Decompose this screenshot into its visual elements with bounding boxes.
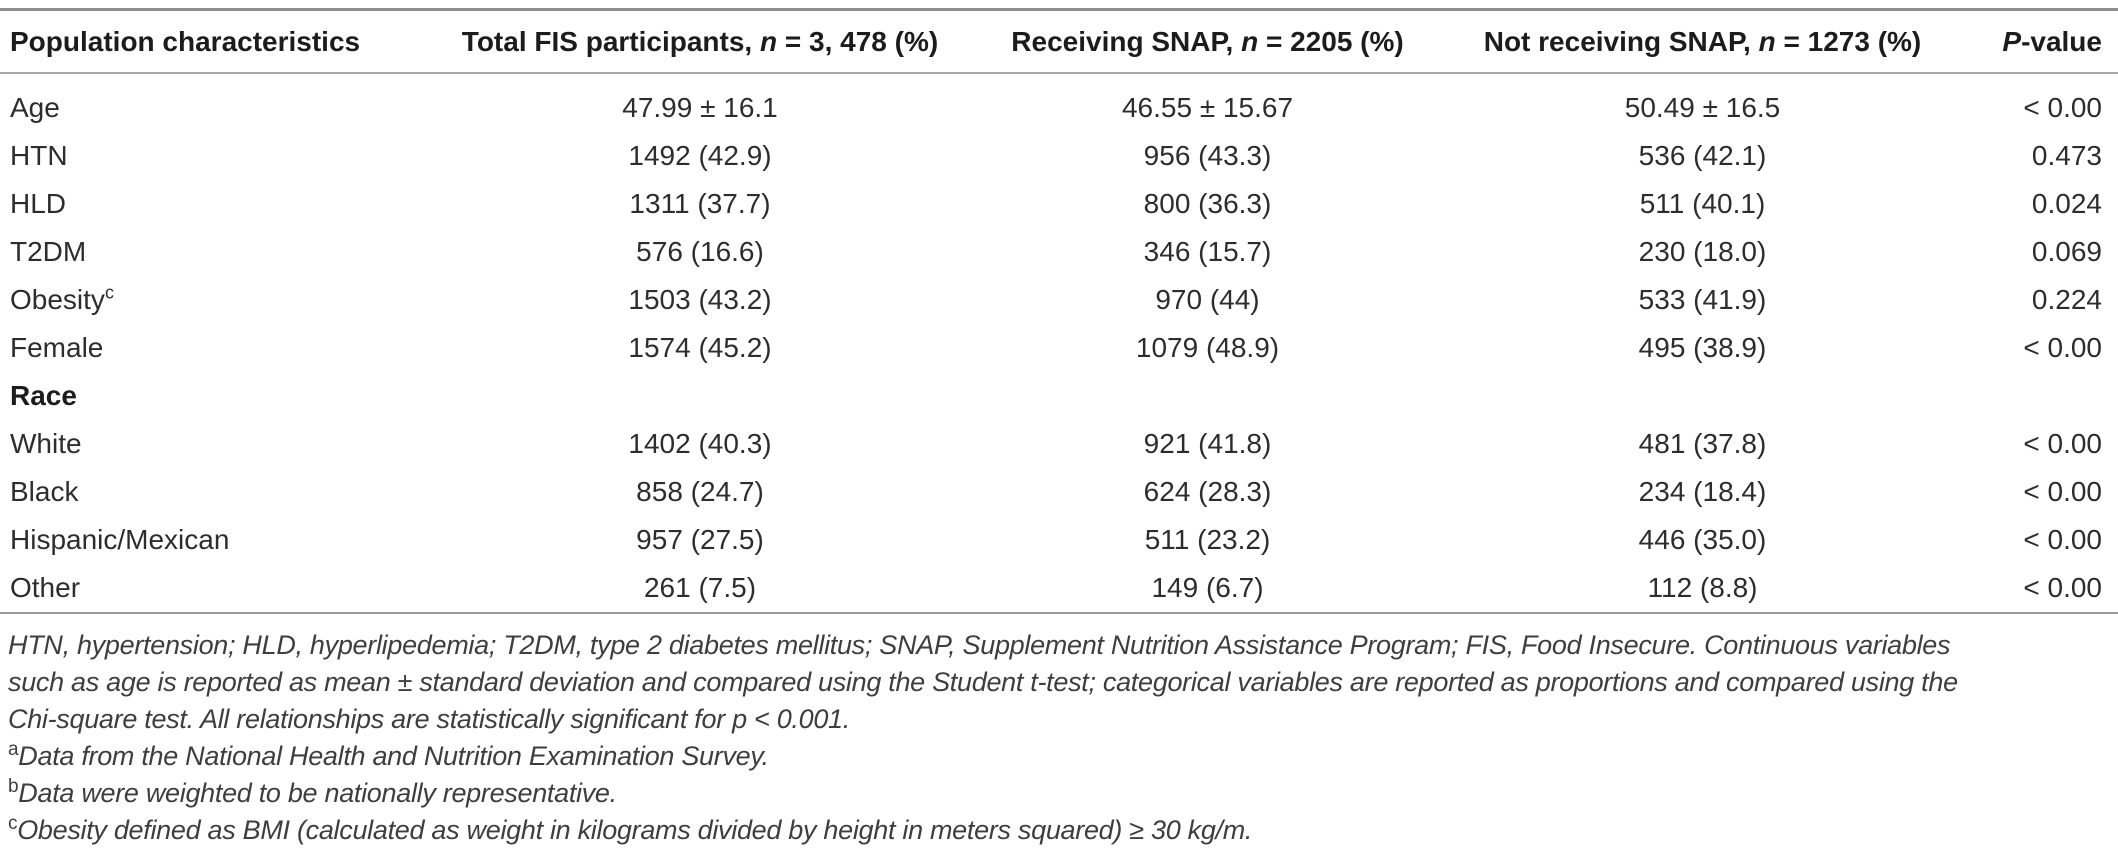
- cell-not-receiving-snap: 234 (18.4): [1638, 476, 1767, 507]
- table-row: Obesityc 1503 (43.2) 970 (44) 533 (41.9)…: [0, 276, 2118, 324]
- cell-not-receiving-snap: 511 (40.1): [1639, 188, 1766, 219]
- cell-receiving-snap: [960, 372, 1455, 420]
- cell-p-value: < 0.00: [2023, 428, 2102, 459]
- population-characteristics-table: Population characteristics Total FIS par…: [0, 11, 2118, 612]
- col-header-population: Population characteristics: [0, 11, 440, 73]
- cell-not-receiving-snap: 533 (41.9): [1638, 284, 1767, 315]
- cell-p-value: < 0.00: [2023, 332, 2102, 363]
- cell-receiving-snap: 921 (41.8): [1143, 428, 1272, 459]
- cell-p-value: 0.224: [2031, 284, 2102, 315]
- col-header-population-label: Population characteristics: [10, 25, 361, 57]
- row-label-cell: Hispanic/Mexican: [10, 524, 230, 555]
- cell-receiving-snap: 1079 (48.9): [1135, 332, 1280, 363]
- footnote-general-line: such as age is reported as mean ± standa…: [8, 667, 1958, 697]
- table-body: Age 47.99 ± 16.1 46.55 ± 15.67 50.49 ± 1…: [0, 73, 2118, 612]
- cell-p-value: < 0.00: [2023, 476, 2102, 507]
- cell-receiving-snap: 346 (15.7): [1143, 236, 1272, 267]
- cell-p-value: 0.024: [2031, 188, 2102, 219]
- cell-total-fis: 1311 (37.7): [629, 188, 771, 219]
- footnote-marker: a: [8, 739, 19, 760]
- row-label-cell: White: [10, 428, 82, 459]
- cell-not-receiving-snap: 481 (37.8): [1638, 428, 1767, 459]
- row-label-cell: Female: [10, 332, 104, 363]
- cell-total-fis: 261 (7.5): [643, 572, 757, 603]
- cell-receiving-snap: 956 (43.3): [1143, 140, 1272, 171]
- cell-receiving-snap: 46.55 ± 15.67: [1121, 92, 1294, 123]
- footnote-b: bData were weighted to be nationally rep…: [8, 776, 617, 808]
- row-label-cell: HTN: [10, 140, 68, 171]
- cell-receiving-snap: 511 (23.2): [1144, 524, 1271, 555]
- table-row: Race: [0, 372, 2118, 420]
- table-row: Black 858 (24.7) 624 (28.3) 234 (18.4) <…: [0, 468, 2118, 516]
- table-row: Age 47.99 ± 16.1 46.55 ± 15.67 50.49 ± 1…: [0, 73, 2118, 132]
- cell-total-fis: [440, 372, 960, 420]
- table-row: Hispanic/Mexican 957 (27.5) 511 (23.2) 4…: [0, 516, 2118, 564]
- cell-total-fis: 858 (24.7): [636, 476, 764, 507]
- row-label-superscript: c: [104, 282, 114, 303]
- cell-receiving-snap: 624 (28.3): [1143, 476, 1272, 507]
- cell-not-receiving-snap: 495 (38.9): [1638, 332, 1767, 363]
- table-row: White 1402 (40.3) 921 (41.8) 481 (37.8) …: [0, 420, 2118, 468]
- row-label-cell: HLD: [10, 188, 67, 219]
- cell-receiving-snap: 149 (6.7): [1151, 572, 1264, 603]
- table-row: HTN 1492 (42.9) 956 (43.3) 536 (42.1) 0.…: [0, 132, 2118, 180]
- row-label-cell: Race: [10, 380, 77, 411]
- table-row: Female 1574 (45.2) 1079 (48.9) 495 (38.9…: [0, 324, 2118, 372]
- cell-not-receiving-snap: [1455, 372, 1950, 420]
- table-footnotes: HTN, hypertension; HLD, hyperlipedemia; …: [0, 614, 2118, 849]
- cell-not-receiving-snap: 230 (18.0): [1638, 236, 1767, 267]
- table-row: HLD 1311 (37.7) 800 (36.3) 511 (40.1) 0.…: [0, 180, 2118, 228]
- table-top-rule: [0, 8, 2118, 11]
- row-label-cell: Obesityc: [10, 282, 114, 315]
- footnote-c: cObesity defined as BMI (calculated as w…: [8, 813, 1253, 845]
- col-header-not-receiving-snap: Not receiving SNAP, n = 1273 (%): [1483, 25, 1922, 57]
- footnote-a: aData from the National Health and Nutri…: [8, 739, 769, 771]
- footnote-marker: c: [8, 813, 18, 834]
- footnote-marker: b: [8, 776, 19, 797]
- footnote-general-line: HTN, hypertension; HLD, hyperlipedemia; …: [8, 630, 1951, 660]
- cell-total-fis: 1503 (43.2): [628, 284, 772, 315]
- table-bottom-rule: [0, 612, 2118, 614]
- table-header: Population characteristics Total FIS par…: [0, 11, 2118, 73]
- cell-total-fis: 47.99 ± 16.1: [622, 92, 778, 123]
- cell-total-fis: 1492 (42.9): [628, 140, 772, 171]
- col-header-receiving-snap: Receiving SNAP, n = 2205 (%): [1011, 25, 1404, 57]
- row-label-cell: Age: [10, 92, 60, 123]
- table-row: Other 261 (7.5) 149 (6.7) 112 (8.8) < 0.…: [0, 564, 2118, 612]
- col-header-total-fis: Total FIS participants, n = 3, 478 (%): [461, 25, 939, 57]
- cell-p-value: 0.069: [2031, 236, 2102, 267]
- cell-not-receiving-snap: 446 (35.0): [1638, 524, 1767, 555]
- cell-total-fis: 1574 (45.2): [628, 332, 772, 363]
- cell-not-receiving-snap: 112 (8.8): [1647, 572, 1758, 603]
- row-label-cell: Other: [10, 572, 81, 603]
- cell-receiving-snap: 970 (44): [1155, 284, 1260, 315]
- cell-p-value: < 0.00: [2023, 92, 2102, 123]
- cell-total-fis: 576 (16.6): [636, 236, 764, 267]
- cell-p-value: [1950, 372, 2118, 420]
- cell-total-fis: 957 (27.5): [636, 524, 764, 555]
- cell-p-value: 0.473: [2031, 140, 2102, 171]
- col-header-p-value: P-value: [2002, 25, 2102, 57]
- cell-p-value: < 0.00: [2023, 572, 2102, 603]
- table-row: T2DM 576 (16.6) 346 (15.7) 230 (18.0) 0.…: [0, 228, 2118, 276]
- cell-p-value: < 0.00: [2023, 524, 2102, 555]
- row-label-cell: T2DM: [10, 236, 87, 267]
- cell-total-fis: 1402 (40.3): [628, 428, 772, 459]
- cell-not-receiving-snap: 536 (42.1): [1638, 140, 1767, 171]
- cell-receiving-snap: 800 (36.3): [1143, 188, 1272, 219]
- row-label-cell: Black: [10, 476, 79, 507]
- header-row: Population characteristics Total FIS par…: [0, 11, 2118, 73]
- cell-not-receiving-snap: 50.49 ± 16.5: [1624, 92, 1781, 123]
- footnote-general-line: Chi-square test. All relationships are s…: [8, 704, 850, 734]
